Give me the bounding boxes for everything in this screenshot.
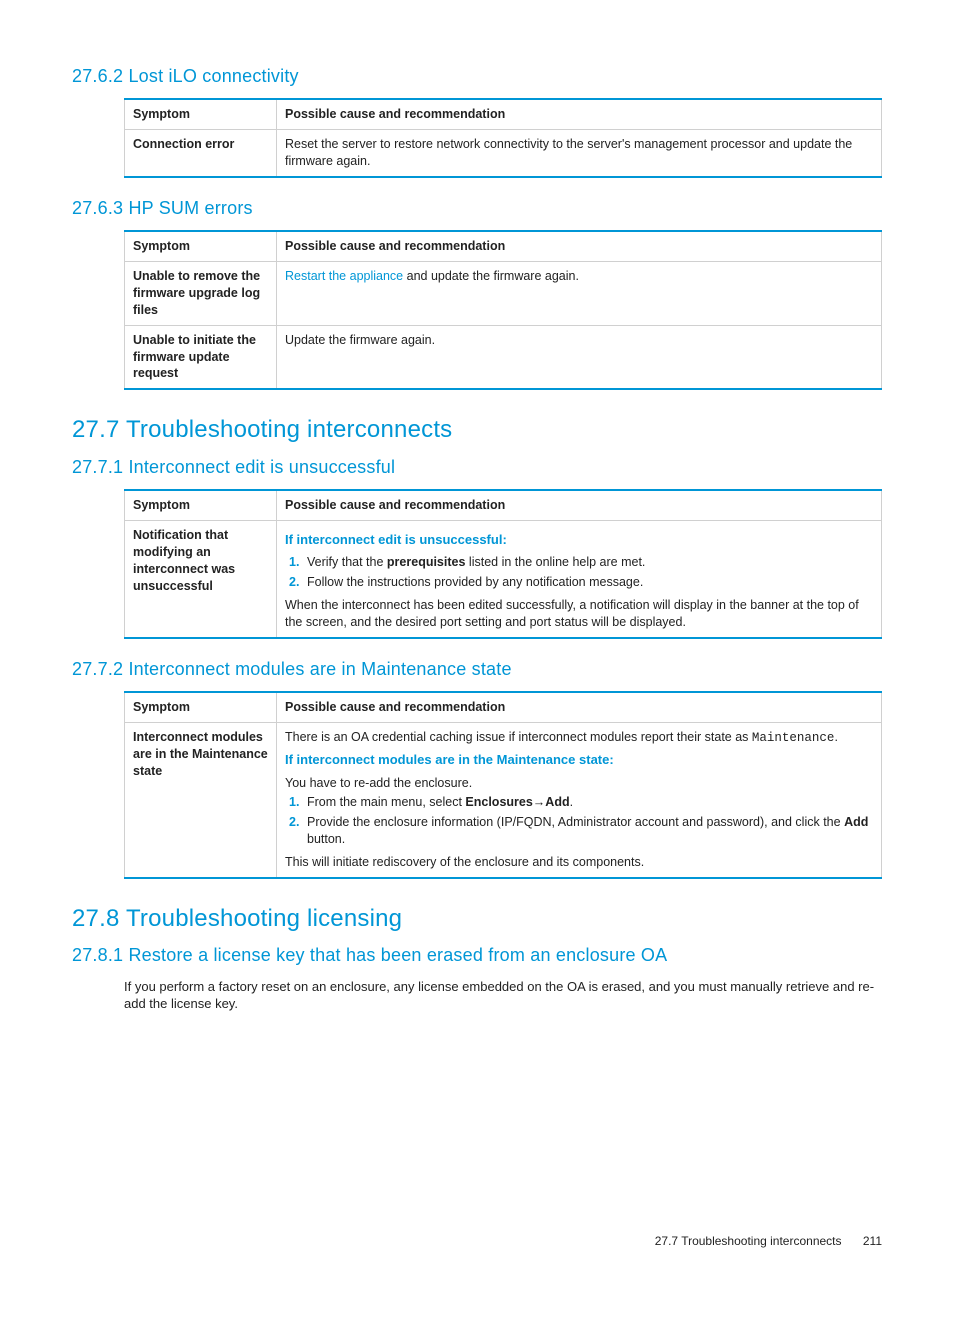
col-header-cause: Possible cause and recommendation <box>277 490 882 520</box>
step-text: Follow the instructions provided by any … <box>307 575 643 589</box>
col-header-symptom: Symptom <box>125 99 277 129</box>
step-text: . <box>570 795 573 809</box>
step-bold: Add <box>545 795 569 809</box>
table-header-row: Symptom Possible cause and recommendatio… <box>125 490 882 520</box>
cell-cause: Restart the appliance and update the fir… <box>277 262 882 326</box>
table-27-6-3: Symptom Possible cause and recommendatio… <box>124 230 882 390</box>
col-header-symptom: Symptom <box>125 490 277 520</box>
col-header-cause: Possible cause and recommendation <box>277 231 882 261</box>
footer-page-number: 211 <box>863 1234 882 1248</box>
step-2: 2. Provide the enclosure information (IP… <box>285 814 873 848</box>
table-27-7-1-wrap: Symptom Possible cause and recommendatio… <box>124 489 882 639</box>
table-header-row: Symptom Possible cause and recommendatio… <box>125 231 882 261</box>
cell-text-tail: and update the firmware again. <box>403 269 579 283</box>
steps-list: 1. From the main menu, select Enclosures… <box>285 794 873 848</box>
cell-symptom: Unable to remove the firmware upgrade lo… <box>125 262 277 326</box>
step-bold: Add <box>844 815 868 829</box>
cell-cause: There is an OA credential caching issue … <box>277 723 882 878</box>
step-bold: prerequisites <box>387 555 466 569</box>
step-text: listed in the online help are met. <box>465 555 645 569</box>
cell-cause: Reset the server to restore network conn… <box>277 130 882 177</box>
table-27-6-3-wrap: Symptom Possible cause and recommendatio… <box>124 230 882 390</box>
step-1: 1. From the main menu, select Enclosures… <box>285 794 873 811</box>
col-header-symptom: Symptom <box>125 692 277 722</box>
heading-27-7-1: 27.7.1 Interconnect edit is unsuccessful <box>72 455 882 479</box>
page-footer: 27.7 Troubleshooting interconnects 211 <box>72 1233 882 1249</box>
cell-symptom: Notification that modifying an interconn… <box>125 520 277 638</box>
table-row: Notification that modifying an interconn… <box>125 520 882 638</box>
table-row: Connection error Reset the server to res… <box>125 130 882 177</box>
heading-27-6-3: 27.6.3 HP SUM errors <box>72 196 882 220</box>
table-row: Unable to initiate the firmware update r… <box>125 325 882 389</box>
table-header-row: Symptom Possible cause and recommendatio… <box>125 692 882 722</box>
table-27-7-2: Symptom Possible cause and recommendatio… <box>124 691 882 879</box>
table-row: Interconnect modules are in the Maintena… <box>125 723 882 878</box>
step-number: 1. <box>289 554 299 571</box>
cell-tail: When the interconnect has been edited su… <box>285 597 873 631</box>
cell-cause: If interconnect edit is unsuccessful: 1.… <box>277 520 882 638</box>
cell-symptom: Interconnect modules are in the Maintena… <box>125 723 277 878</box>
step-number: 2. <box>289 814 299 831</box>
step-text: From the main menu, select <box>307 795 465 809</box>
table-header-row: Symptom Possible cause and recommendatio… <box>125 99 882 129</box>
steps-list: 1. Verify that the prerequisites listed … <box>285 554 873 591</box>
cell-cause: Update the firmware again. <box>277 325 882 389</box>
step-bold: Enclosures <box>465 795 532 809</box>
step-text: button. <box>307 832 345 846</box>
cell-tail: This will initiate rediscovery of the en… <box>285 854 873 871</box>
step-number: 2. <box>289 574 299 591</box>
intro-pre: There is an OA credential caching issue … <box>285 730 752 744</box>
intro-code: Maintenance <box>752 731 835 745</box>
cell-symptom: Connection error <box>125 130 277 177</box>
intro-post: . <box>834 730 837 744</box>
table-27-7-2-wrap: Symptom Possible cause and recommendatio… <box>124 691 882 879</box>
cell-subhead: If interconnect edit is unsuccessful: <box>285 531 873 549</box>
table-27-7-1: Symptom Possible cause and recommendatio… <box>124 489 882 639</box>
cell-subhead: If interconnect modules are in the Maint… <box>285 751 873 769</box>
footer-section: 27.7 Troubleshooting interconnects <box>655 1234 842 1248</box>
heading-27-6-2: 27.6.2 Lost iLO connectivity <box>72 64 882 88</box>
heading-27-7-2: 27.7.2 Interconnect modules are in Maint… <box>72 657 882 681</box>
table-27-6-2: Symptom Possible cause and recommendatio… <box>124 98 882 178</box>
step-text: Verify that the <box>307 555 387 569</box>
col-header-cause: Possible cause and recommendation <box>277 692 882 722</box>
table-27-6-2-wrap: Symptom Possible cause and recommendatio… <box>124 98 882 178</box>
heading-27-8: 27.8 Troubleshooting licensing <box>72 903 882 935</box>
arrow-icon: → <box>533 795 546 809</box>
col-header-symptom: Symptom <box>125 231 277 261</box>
heading-27-8-1: 27.8.1 Restore a license key that has be… <box>72 943 882 967</box>
step-number: 1. <box>289 794 299 811</box>
col-header-cause: Possible cause and recommendation <box>277 99 882 129</box>
table-row: Unable to remove the firmware upgrade lo… <box>125 262 882 326</box>
heading-27-7: 27.7 Troubleshooting interconnects <box>72 414 882 446</box>
paragraph-27-8-1: If you perform a factory reset on an enc… <box>124 978 882 1013</box>
step-text: Provide the enclosure information (IP/FQ… <box>307 815 844 829</box>
step-2: 2. Follow the instructions provided by a… <box>285 574 873 591</box>
restart-appliance-link[interactable]: Restart the appliance <box>285 269 403 283</box>
step-1: 1. Verify that the prerequisites listed … <box>285 554 873 571</box>
cell-line: You have to re-add the enclosure. <box>285 775 873 792</box>
cell-symptom: Unable to initiate the firmware update r… <box>125 325 277 389</box>
cell-intro: There is an OA credential caching issue … <box>285 729 873 747</box>
